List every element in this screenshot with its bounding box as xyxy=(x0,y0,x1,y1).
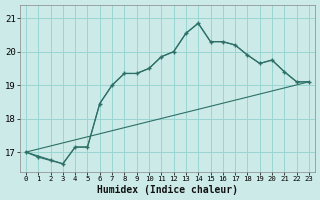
X-axis label: Humidex (Indice chaleur): Humidex (Indice chaleur) xyxy=(97,185,238,195)
